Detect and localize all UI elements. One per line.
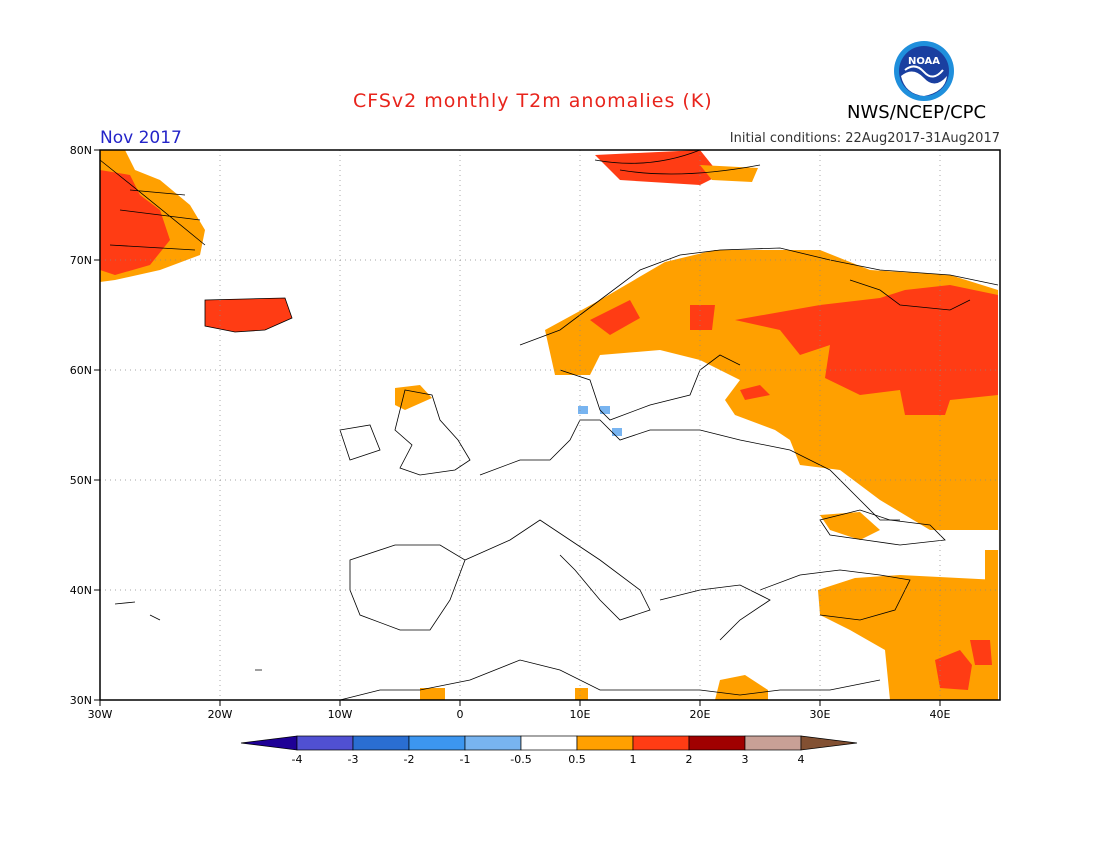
logo-text: NOAA	[908, 56, 940, 67]
lat-label: 80N	[70, 144, 92, 157]
colorbar-segment	[464, 735, 522, 751]
lat-label: 30N	[70, 694, 92, 707]
longitude-labels: 30W 20W 10W 0 10E 20E 30E 40E	[88, 708, 951, 721]
colorbar-segment	[744, 735, 802, 751]
lon-label: 20W	[208, 708, 233, 721]
anomaly-shading	[100, 150, 998, 700]
map-frame	[99, 149, 1001, 701]
lat-label: 40N	[70, 584, 92, 597]
colorbar-label: 4	[798, 753, 805, 766]
latitude-labels: 80N 70N 60N 50N 40N 30N	[70, 144, 92, 707]
lon-label: 30E	[810, 708, 831, 721]
colorbar-label: -3	[348, 753, 359, 766]
colorbar-segment	[352, 735, 410, 751]
lon-label: 40E	[930, 708, 951, 721]
lon-label: 30W	[88, 708, 113, 721]
colorbar-label: -0.5	[510, 753, 531, 766]
colorbar: -4 -3 -2 -1 -0.5 0.5 1 2 3 4	[240, 735, 858, 766]
colorbar-label: 3	[742, 753, 749, 766]
colorbar-arrow-low	[240, 735, 298, 751]
colorbar-segment	[632, 735, 690, 751]
initial-conditions: Initial conditions: 22Aug2017-31Aug2017	[729, 131, 1000, 146]
lon-label: 10E	[570, 708, 591, 721]
map-title: CFSv2 monthly T2m anomalies (K)	[353, 90, 713, 112]
graticule	[100, 150, 1000, 700]
colorbar-label: 0.5	[568, 753, 586, 766]
colorbar-label: -2	[404, 753, 415, 766]
colorbar-label: -1	[460, 753, 471, 766]
lon-label: 10W	[328, 708, 353, 721]
colorbar-label: 1	[630, 753, 637, 766]
lat-label: 50N	[70, 474, 92, 487]
colorbar-label: -4	[292, 753, 303, 766]
colorbar-segment	[576, 735, 634, 751]
colorbar-segment	[520, 735, 578, 751]
lon-label: 0	[457, 708, 464, 721]
lon-label: 20E	[690, 708, 711, 721]
forecast-month: Nov 2017	[100, 128, 182, 148]
colorbar-segment	[688, 735, 746, 751]
colorbar-arrow-high	[800, 735, 858, 751]
agency-label: NWS/NCEP/CPC	[847, 102, 987, 123]
colorbar-label: 2	[686, 753, 693, 766]
axis-ticks	[94, 149, 941, 706]
lat-label: 70N	[70, 254, 92, 267]
colorbar-segment	[296, 735, 354, 751]
noaa-logo-icon: NOAA	[894, 41, 954, 101]
colorbar-segment	[408, 735, 466, 751]
lat-label: 60N	[70, 364, 92, 377]
